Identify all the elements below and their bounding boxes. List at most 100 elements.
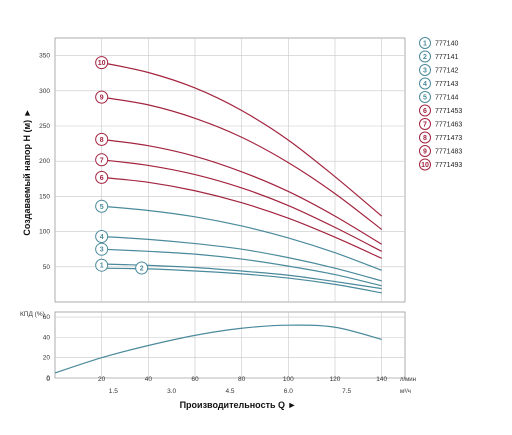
- x-secondary-tick-label: 1.5: [109, 388, 118, 395]
- badge-circle: [95, 230, 109, 244]
- head-curve-6: [101, 176, 382, 259]
- head-curve-7: [101, 159, 382, 252]
- legend-badge-number: 10: [421, 162, 429, 169]
- legend-item: 9 7771483: [419, 145, 462, 157]
- badge-number: 7: [100, 157, 104, 164]
- legend-label: 7771483: [435, 149, 462, 156]
- head-curve-9: [101, 96, 383, 230]
- head-y-tick-label: 100: [39, 229, 50, 236]
- legend-label: 777143: [435, 81, 458, 88]
- efficiency-y-tick-label: 40: [43, 334, 51, 341]
- legend-badge-number: 9: [423, 149, 427, 156]
- legend-item: 2 777141: [419, 50, 458, 63]
- efficiency-y-ticks: 0 20 40 60: [43, 314, 51, 382]
- head-y-tick-label: 350: [39, 53, 50, 60]
- legend: 1 777140 2 777141 3 777142 4 777143 5 777144 6 7771…: [419, 37, 462, 171]
- head-curve-4: [101, 235, 382, 282]
- legend-label: 777141: [435, 54, 458, 61]
- x-secondary-tick-label: 4.5: [225, 388, 234, 395]
- legend-badge: [419, 50, 431, 63]
- head-y-tick-label: 200: [39, 158, 50, 165]
- legend-badge: [419, 37, 431, 49]
- head-y-axis-title: Создаваемый напор H (м) ►: [22, 108, 32, 235]
- x-axis-title: Производительность Q ►: [180, 400, 297, 410]
- badge-circle: [95, 170, 109, 184]
- x-secondary-tick-label: 3.0: [167, 388, 176, 395]
- legend-item: 8 7771473: [419, 131, 462, 144]
- legend-label: 7771453: [435, 108, 462, 115]
- legend-label: 7771493: [435, 162, 462, 169]
- head-y-ticks: 50 100 150 200 250 300 350: [39, 53, 50, 271]
- x-tick-label: 100: [283, 376, 294, 383]
- efficiency-curve: [54, 324, 382, 374]
- badge-number: 4: [100, 234, 104, 241]
- legend-item: 3 777142: [419, 64, 458, 76]
- head-y-tick-label: 250: [39, 123, 50, 130]
- curve-badge-5: 5: [95, 199, 109, 213]
- legend-badge-number: 2: [423, 54, 427, 61]
- curve-badge-9: 9: [95, 90, 109, 104]
- badge-number: 1: [100, 263, 104, 270]
- efficiency-y-tick-label: 20: [43, 355, 51, 362]
- head-curve-8: [101, 138, 382, 245]
- legend-badge: [419, 91, 431, 103]
- head-curve-1: [101, 267, 382, 294]
- x-tick-label: 20: [98, 376, 106, 383]
- badge-circle: [135, 261, 149, 275]
- x-tick-label: 60: [191, 376, 199, 383]
- x-tick-label: 80: [238, 376, 246, 383]
- badge-circle: [95, 90, 109, 104]
- curve-badge-3: 3: [95, 242, 109, 256]
- curve-badge-1: 1: [95, 258, 109, 272]
- head-curve-5: [101, 205, 382, 271]
- efficiency-y-tick-label: 60: [43, 314, 51, 321]
- legend-item: 7 7771463: [419, 118, 462, 130]
- legend-label: 777140: [435, 41, 458, 48]
- x-secondary-tick-label: 7.5: [342, 388, 351, 395]
- legend-badge: [419, 145, 431, 157]
- badge-number: 5: [100, 204, 104, 211]
- legend-label: 7771463: [435, 122, 462, 129]
- badge-number: 10: [98, 60, 106, 67]
- badge-number: 2: [140, 265, 144, 272]
- badge-number: 9: [100, 95, 104, 102]
- x-tick-label: 40: [145, 376, 153, 383]
- legend-badge: [419, 104, 431, 117]
- x-axis-primary-ticks: 20 40 60 80 100 120 140 0: [46, 376, 387, 383]
- legend-badge-number: 7: [423, 122, 427, 129]
- x-axis-secondary-ticks: 1.5 3.0 4.5 6.0 7.5: [109, 388, 352, 395]
- legend-badge-number: 4: [423, 81, 427, 88]
- x-secondary-tick-label: 6.0: [284, 388, 293, 395]
- legend-label: 7771473: [435, 135, 462, 142]
- legend-badge-number: 6: [423, 108, 427, 115]
- legend-badge-number: 3: [423, 68, 427, 75]
- head-y-tick-label: 150: [39, 193, 50, 200]
- curve-badge-6: 6: [95, 170, 109, 184]
- badge-number: 8: [100, 137, 104, 144]
- efficiency-plot-area: [54, 311, 406, 379]
- head-curve-3: [101, 248, 382, 287]
- legend-item: 10 7771493: [419, 158, 462, 171]
- head-curve-badges: 1 2 3 4 5 6 7 8 9 10: [95, 56, 149, 275]
- curve-badge-4: 4: [95, 230, 109, 244]
- head-curve-10: [101, 62, 383, 217]
- legend-item: 1 777140: [419, 37, 458, 49]
- efficiency-grid: [55, 312, 405, 379]
- head-curve-2: [101, 263, 382, 290]
- x-tick-label-zero: 0: [46, 376, 50, 383]
- legend-label: 777144: [435, 95, 458, 102]
- legend-badge: [419, 131, 431, 144]
- badge-number: 6: [100, 175, 104, 182]
- efficiency-y-tick-label: 0: [46, 375, 50, 382]
- legend-item: 5 777144: [419, 91, 458, 103]
- efficiency-y-axis-title: КПД (%): [20, 311, 45, 318]
- legend-badge: [419, 64, 431, 76]
- curve-badge-7: 7: [95, 153, 109, 167]
- legend-badge: [419, 158, 431, 171]
- curve-badge-10: 10: [95, 56, 109, 70]
- x-tick-label: 140: [376, 376, 387, 383]
- x-axis-primary-unit: л/мин: [400, 377, 416, 383]
- legend-badge: [419, 77, 431, 90]
- legend-badge-number: 8: [423, 135, 427, 142]
